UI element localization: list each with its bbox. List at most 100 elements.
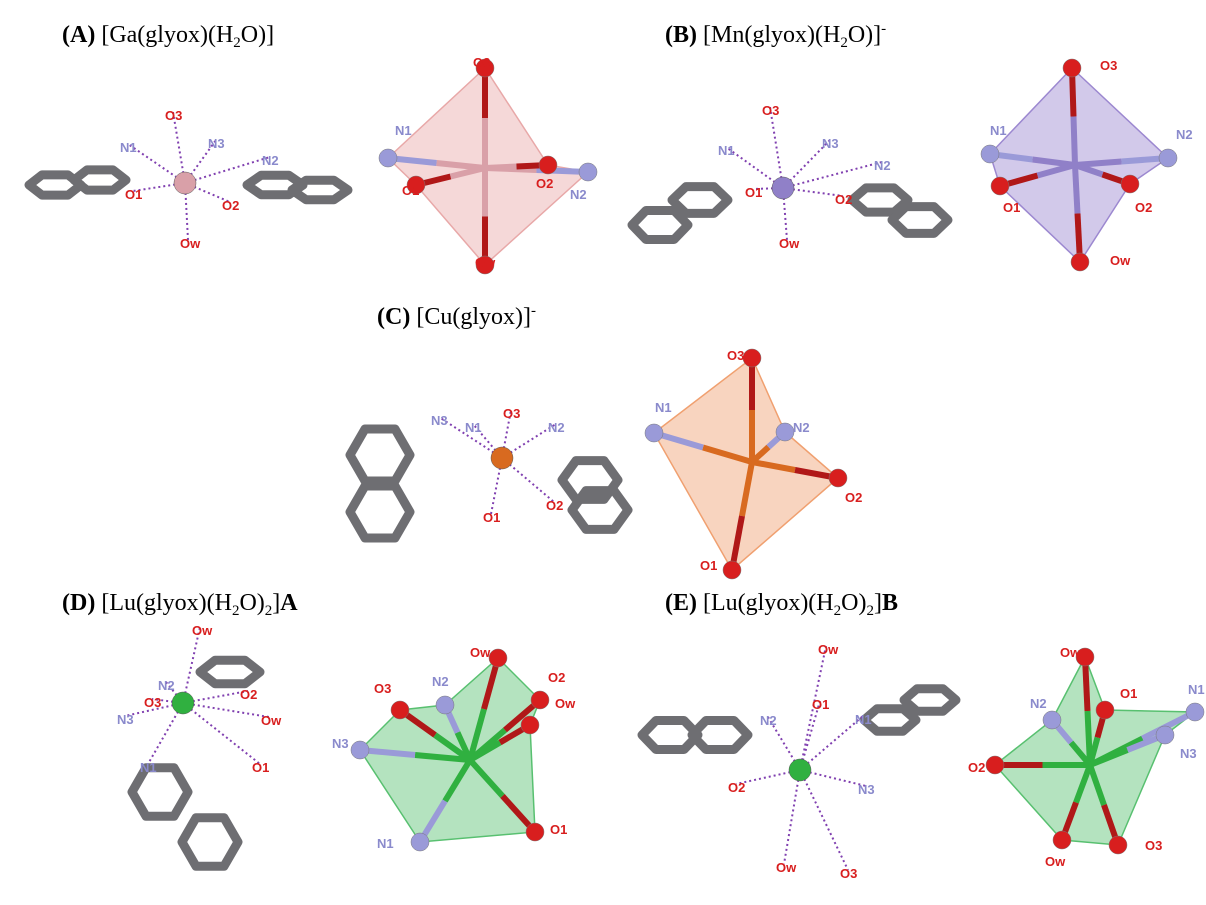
atom [406,175,426,195]
title-part: 2 [866,603,874,619]
title-part: (B) [665,22,697,48]
panel-title: (D) [Lu(glyox)(H2O)2]A [62,590,298,619]
atom-label: N1 [377,836,394,851]
coordination-bond [783,769,801,865]
atom [1052,830,1072,850]
coordination-bond [799,769,849,871]
coordination-bond [182,702,261,765]
bond [1088,747,1129,768]
atom [1185,702,1205,722]
atom [350,740,370,760]
atom [520,715,540,735]
atom [475,255,495,275]
atom-label: N2 [793,420,810,435]
atom-label: N3 [332,736,349,751]
atom [1075,647,1095,667]
atom [1095,700,1115,720]
ring [899,684,961,716]
bond [449,165,486,180]
atom-label: O1 [125,187,142,202]
atom-label: N1 [655,400,672,415]
title-part: O)] [241,22,274,48]
atom-label: N2 [570,187,587,202]
atom-label: O3 [473,55,490,70]
metal-atom [171,691,195,715]
ring [242,170,308,200]
bond [467,708,487,761]
title-part: O) [239,590,264,616]
title-part: (D) [62,590,95,616]
atom [1120,174,1140,194]
atom-label: O2 [845,490,862,505]
atom-label: O1 [402,183,419,198]
coordination-bond [182,702,270,718]
atom-label: Ow [1060,645,1081,660]
ring [127,763,193,821]
coordination-bond [799,700,821,771]
atom-label: Ow [779,236,800,251]
atom-label: Ow [776,860,797,875]
atom-label: N3 [431,413,448,428]
coordination-bond [184,182,231,203]
atom-label: O1 [745,185,762,200]
coordination-bond [147,702,184,765]
bond [1074,162,1104,178]
atom-label: N1 [855,712,872,727]
coordination-bond [172,111,186,184]
atom [980,144,1000,164]
bond [1141,709,1197,742]
bond [433,732,472,763]
bond [702,444,753,465]
atom-label: O1 [550,822,567,837]
atom-label: N3 [1180,746,1197,761]
bond [414,752,471,763]
polyhedron [653,356,840,572]
ring [567,486,633,534]
atom-label: N2 [548,420,565,435]
panel-title: (E) [Lu(glyox)(H2O)2]B [665,590,898,619]
atom-label: N1 [120,140,137,155]
ring [24,170,86,200]
bond [467,757,505,799]
metal-atom [788,758,812,782]
atom-label: N2 [432,674,449,689]
panel-title: (A) [Ga(glyox)(H2O)] [62,22,274,51]
title-part: - [531,303,536,319]
atom-label: N2 [1030,696,1047,711]
bond [468,739,502,763]
atom [488,648,508,668]
coordination-bond [799,645,827,771]
coordination-bond [182,626,201,704]
atom [378,148,398,168]
atom [1070,252,1090,272]
atom-label: N2 [158,678,175,693]
coordination-bond [782,187,788,241]
metal-atom [771,176,795,200]
title-part: [Lu(glyox)(H [703,590,834,616]
atom-label: O3 [165,108,182,123]
coordination-bond [725,146,784,189]
atom-label: O1 [483,510,500,525]
title-part: (A) [62,22,95,48]
atom-label: Ow [180,236,201,251]
atom-label: O3 [374,681,391,696]
atom-label: N2 [874,158,891,173]
title-part: O)] [848,22,881,48]
title-part: (E) [665,590,697,616]
ring [687,715,753,755]
atom-label: Ow [555,696,576,711]
atom-label: O3 [727,348,744,363]
coordination-bond [501,409,512,459]
title-part: [Ga(glyox)(H [101,22,233,48]
atom-label: Ow [192,623,213,638]
atom [525,822,545,842]
atom [828,468,848,488]
atom [1158,148,1178,168]
bond [454,731,473,762]
atom [1042,710,1062,730]
atom [1155,725,1175,745]
title-part: ] [272,590,280,616]
metal-atom [173,171,197,195]
coordination-bond [799,769,867,787]
atom-label: Ow [1045,854,1066,869]
